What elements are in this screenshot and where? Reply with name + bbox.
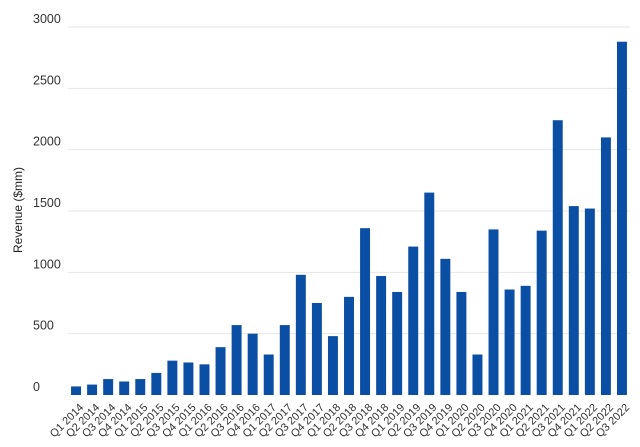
- bar: [536, 230, 547, 395]
- bar: [87, 384, 98, 395]
- bar: [584, 208, 595, 395]
- bar: [520, 285, 531, 395]
- y-tick-label: 2500: [33, 73, 61, 87]
- bar: [295, 274, 306, 395]
- y-tick-label: 0: [33, 380, 40, 394]
- bar: [600, 137, 611, 395]
- y-tick-label: 500: [33, 319, 54, 333]
- bar: [440, 258, 451, 395]
- bar: [456, 291, 467, 395]
- bar: [327, 336, 338, 395]
- bar: [568, 206, 579, 395]
- bar: [135, 379, 146, 395]
- bar: [199, 364, 210, 395]
- y-tick-label: 2000: [33, 135, 61, 149]
- y-tick-label: 1000: [33, 257, 61, 271]
- bar: [151, 372, 162, 395]
- bar: [279, 325, 290, 395]
- bar: [103, 379, 114, 395]
- bar: [263, 354, 274, 395]
- bar: [231, 325, 242, 395]
- bars: [71, 41, 627, 395]
- y-tick-label: 1500: [33, 196, 61, 210]
- bar: [504, 289, 515, 395]
- y-tick-label: 3000: [33, 12, 61, 26]
- bar: [215, 347, 226, 395]
- bar: [119, 381, 130, 395]
- bar: [247, 333, 258, 395]
- bar: [616, 41, 627, 395]
- bar: [376, 276, 387, 395]
- bar: [344, 296, 354, 395]
- bar: [183, 362, 194, 395]
- bar: [472, 354, 483, 395]
- gridlines: [68, 26, 630, 335]
- bar: [408, 246, 419, 395]
- bar: [392, 291, 403, 395]
- bar: [552, 120, 563, 395]
- bar: [71, 386, 82, 395]
- y-axis-title: Revenue ($mm): [11, 167, 25, 253]
- bar: [311, 303, 322, 395]
- bar: [488, 229, 499, 395]
- bar: [424, 192, 435, 395]
- bar: [167, 360, 178, 395]
- y-axis-ticks: 0 500 1000 1500 2000 2500 3000: [33, 12, 61, 394]
- bar: [360, 228, 371, 395]
